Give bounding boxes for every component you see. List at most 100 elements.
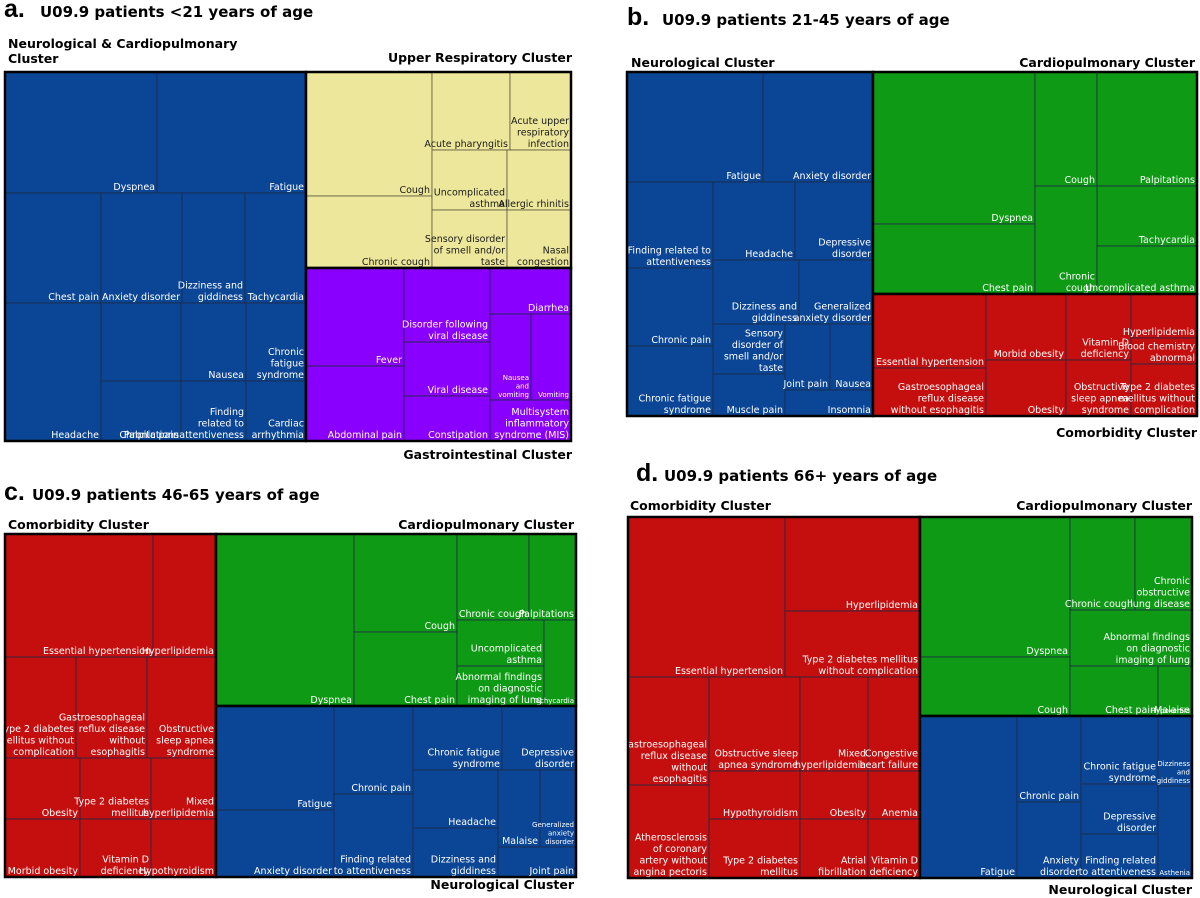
cell-type-2-diabetes-mellitus (708, 818, 801, 879)
cell-type-2-diabetes-mellitus-without-complication (1130, 363, 1198, 417)
cell-label-hypoxemia: Hypoxemia (1151, 707, 1190, 715)
panel-b: b. U09.9 patients 21-45 years of age Fatig… (625, 3, 1199, 440)
cell-label-type-2-diabetes-mellitus: Type 2 diabetes mellitus (73, 797, 149, 820)
cell-essential-hypertension (627, 516, 786, 678)
cell-palpitations (100, 380, 182, 442)
cell-headache (4, 302, 102, 442)
cell-label-chronic-pain: Chronic pain (119, 430, 179, 441)
cell-label-cough: Cough (1064, 175, 1095, 186)
panel-letter: c. (4, 478, 25, 506)
panel-title: U09.9 patients 66+ years of age (664, 467, 937, 485)
cell-headache (712, 181, 796, 261)
cluster-label-neurological-cluster: Neurological Cluster (430, 877, 574, 892)
cluster-label-neurological-cardiopulmonary-cluster: Neurological & Cardiopulmonary Cluster (8, 36, 237, 66)
cell-label-dizziness-and-giddiness: Dizziness and giddiness (431, 855, 496, 878)
cell-label-malaise: Malaise (502, 836, 538, 847)
cell-label-depressive-disorder: Depressive disorder (521, 748, 574, 771)
cell-dizziness-and-giddiness (712, 259, 800, 325)
cell-label-sensory-disorder-of-smell-and-or-taste: Sensory disorder of smell and/or taste (724, 329, 784, 375)
cell-label-cough: Cough (399, 185, 430, 196)
cluster-outline-neurological-cluster (918, 714, 1194, 880)
cell-label-abdominal-pain: Abdominal pain (328, 430, 402, 441)
cell-label-headache: Headache (745, 249, 793, 260)
cell-label-chronic-obstructive-lung-disease: Chronic obstructive lung disease (1130, 576, 1190, 610)
cluster-label-cardiopulmonary-cluster: Cardiopulmonary Cluster (398, 517, 575, 532)
cell-label-muscle-pain: Muscle pain (727, 405, 783, 416)
cell-malaise (497, 769, 541, 848)
cell-obstructive-sleep-apnea-syndrome (1065, 359, 1132, 417)
cell-label-headache: Headache (51, 430, 99, 441)
cell-label-chronic-fatigue-syndrome: Chronic fatigue syndrome (428, 748, 501, 771)
cell-label-multisystem-inflammatory-syndrome-mis: Multisystem inflammatory syndrome (MIS) (494, 407, 569, 441)
cell-fever (305, 267, 405, 367)
cell-multisystem-inflammatory-syndrome-mis (489, 399, 572, 442)
cell-label-diarrhea: Diarrhea (528, 303, 569, 314)
cell-label-chest-pain: Chest pain (48, 292, 99, 303)
cell-label-fatigue: Fatigue (726, 171, 761, 182)
cluster-upper-respiratory-cluster: Cough Chronic cough Acute pharyngitisAcute… (304, 70, 573, 270)
cell-label-essential-hypertension: Essential hypertension (43, 646, 151, 657)
cell-label-uncomplicated-asthma: Uncomplicated asthma (1085, 283, 1195, 294)
cell-label-chronic-cough: Chronic cough (362, 257, 430, 268)
cell-uncomplicated-asthma (431, 149, 508, 211)
cell-label-constipation: Constipation (428, 430, 488, 441)
cell-chest-pain (4, 192, 102, 304)
cell-fatigue (156, 71, 307, 194)
cell-fatigue (215, 705, 335, 811)
cell-mixed-hyperlipidemia (799, 676, 869, 772)
cell-insomnia (784, 389, 874, 417)
cell-label-depressive-disorder: Depressive disorder (818, 238, 871, 261)
cell-label-obstructive-sleep-apnea-syndrome: Obstructive sleep apnea syndrome (1071, 382, 1129, 416)
cell-label-mixed-hyperlipidemia: Mixed hyperlipidemia (143, 797, 214, 820)
cell-label-fatigue: Fatigue (297, 799, 332, 810)
cell-label-chronic-pain: Chronic pain (651, 335, 711, 346)
cell-label-uncomplicated-asthma: Uncomplicated asthma (434, 188, 505, 211)
cell-label-chronic-pain: Chronic pain (351, 783, 411, 794)
cluster-label-neurological-cluster: Neurological Cluster (1048, 882, 1192, 897)
cell-label-joint-pain: Joint pain (782, 379, 828, 390)
cluster-comorbidity-cluster: Essential hypertension Hyperlipidemia Type… (621, 515, 922, 880)
cell-label-asthenia: Asthenia (1159, 869, 1190, 877)
cell-chronic-pain (626, 267, 714, 347)
cell-label-atrial-fibrillation: Atrial fibrillation (818, 856, 866, 879)
cell-chronic-fatigue-syndrome (245, 302, 307, 382)
cell-label-palpitations: Palpitations (519, 609, 574, 620)
cell-label-tachycardia: Tachycardia (1138, 235, 1195, 246)
cell-label-atherosclerosis-of-coronary-artery-without-angina-pectoris: Atherosclerosis of coronary artery without… (633, 833, 707, 879)
cell-depressive-disorder (794, 181, 874, 261)
cell-acute-pharyngitis (431, 71, 511, 151)
cell-label-type-2-diabetes-mellitus: Type 2 diabetes mellitus (722, 856, 798, 879)
cell-hyperlipidemia (152, 533, 217, 658)
cell-fatigue (626, 71, 764, 183)
cell-label-chronic-cough: Chronic cough (459, 609, 527, 620)
cell-obesity (985, 359, 1067, 417)
cell-label-gastroesophageal-reflux-disease-without-esophagitis: Gastroesophageal reflux disease without es… (891, 382, 984, 416)
cell-label-chest-pain: Chest pain (1105, 705, 1156, 716)
cell-label-hyperlipidemia: Hyperlipidemia (142, 646, 214, 657)
cell-label-dizziness-and-giddiness: Dizziness and giddiness (732, 302, 797, 325)
cell-headache (412, 769, 499, 829)
cell-vitamin-d-deficiency (1065, 293, 1132, 361)
cell-label-obesity: Obesity (830, 808, 867, 819)
cell-label-insomnia: Insomnia (828, 405, 871, 416)
cell-abnormal-findings-on-diagnostic-imaging-of-lung (456, 665, 545, 707)
cell-cough (1034, 71, 1098, 187)
cell-label-abnormal-findings-on-diagnostic-imaging-of-lung: Abnormal findings on diagnostic imaging of… (1103, 632, 1190, 666)
cell-label-type-2-diabetes-mellitus-without-complication: Type 2 diabetes mellitus without complicat… (1119, 382, 1196, 416)
cell-gastroesophageal-reflux-disease-without-esophagitis (627, 676, 710, 786)
cluster-label-comorbidity-cluster: Comorbidity Cluster (8, 517, 150, 532)
cell-cough (305, 71, 433, 197)
cell-label-cough: Cough (1037, 705, 1068, 716)
cell-label-congestive-heart-failure: Congestive heart failure (860, 749, 919, 772)
cell-label-anxiety-disorder: Anxiety disorder (102, 292, 180, 303)
cell-label-generalized-anxiety-disorder: Generalized anxiety disorder (794, 302, 871, 325)
cell-label-dizziness-and-giddiness: Dizziness and giddiness (1157, 760, 1191, 785)
cell-label-dyspnea: Dyspnea (1026, 646, 1068, 657)
cell-label-obesity: Obesity (1028, 405, 1065, 416)
cell-chronic-pain (333, 705, 414, 795)
cell-label-vomiting: Vomiting (538, 391, 569, 399)
cell-label-tachycardia: Tachycardia (247, 292, 304, 303)
cell-obstructive-sleep-apnea-syndrome (146, 656, 217, 759)
cluster-outline-gastrointestinal-cluster (304, 266, 573, 443)
cell-uncomplicated-asthma (1096, 245, 1198, 295)
